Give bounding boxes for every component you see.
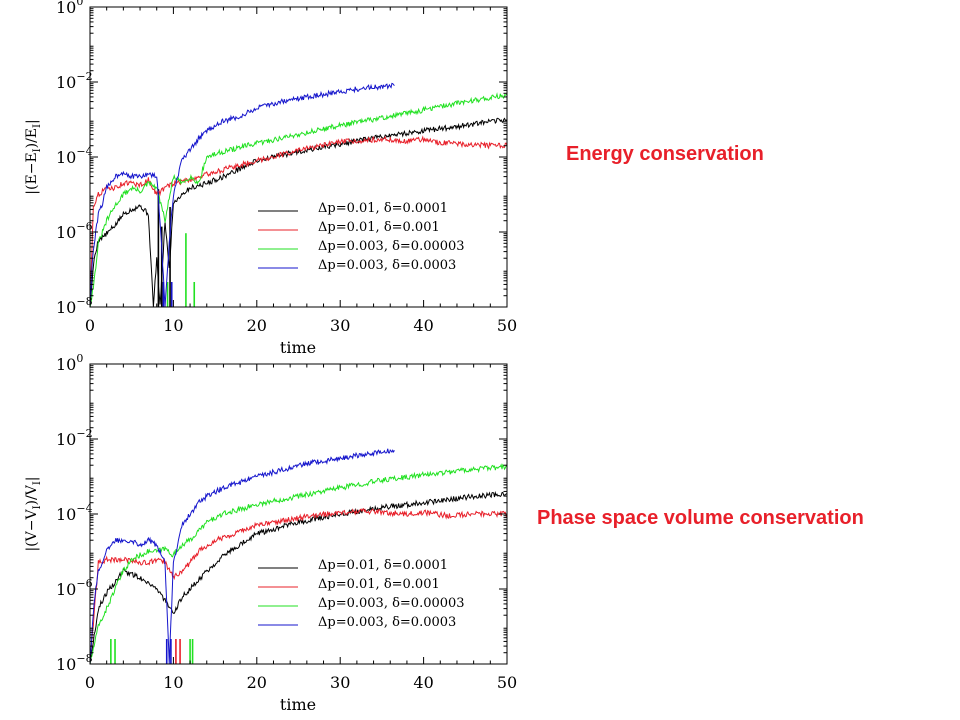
series-line-3 bbox=[90, 463, 507, 664]
y-tick-exponent: 0 bbox=[76, 0, 83, 8]
y-tick-label: 100 bbox=[56, 0, 83, 17]
series-line-2 bbox=[90, 508, 507, 664]
legend-label-4: Δp=0.003, δ=0.0003 bbox=[318, 615, 456, 630]
energy-caption: Energy conservation bbox=[566, 143, 764, 165]
y-tick-label: 10−2 bbox=[56, 70, 93, 92]
y-tick-label: 10−6 bbox=[56, 220, 93, 242]
y-tick-exponent: −8 bbox=[76, 295, 92, 308]
volume-chart: 0 10 20 30 40 50 100 10−2 10−4 10−6 10−8 time |(V−VI… bbox=[24, 352, 517, 714]
x-tick-label: 40 bbox=[413, 673, 433, 692]
y-tick-exponent: 0 bbox=[76, 352, 83, 365]
series-line-3 bbox=[90, 92, 507, 307]
y-tick-exponent: −8 bbox=[76, 652, 92, 665]
x-axis-label: time bbox=[280, 695, 316, 714]
legend-label-4: Δp=0.003, δ=0.0003 bbox=[318, 258, 456, 273]
series-line-4 bbox=[90, 448, 395, 664]
series-line-1 bbox=[90, 117, 507, 307]
y-tick-exponent: −4 bbox=[76, 502, 92, 515]
energy-chart: 0 10 20 30 40 50 100 10−2 10−4 10−6 10−8 time |(E−EI… bbox=[24, 0, 517, 357]
x-tick-label: 10 bbox=[163, 316, 183, 335]
y-axis-label: |(E−EI)/EI| bbox=[24, 119, 43, 194]
x-tick-label: 0 bbox=[85, 673, 95, 692]
legend-label-1: Δp=0.01, δ=0.0001 bbox=[318, 558, 448, 573]
y-tick-label: 10−8 bbox=[56, 295, 93, 317]
legend-label-3: Δp=0.003, δ=0.00003 bbox=[318, 596, 465, 611]
x-tick-label: 50 bbox=[497, 316, 517, 335]
y-tick-label: 10−8 bbox=[56, 652, 93, 674]
y-tick-label: 10−6 bbox=[56, 577, 93, 599]
y-tick-exponent: −6 bbox=[76, 220, 92, 233]
x-tick-label: 20 bbox=[247, 673, 267, 692]
y-tick-exponent: −2 bbox=[76, 70, 92, 83]
plot-area bbox=[90, 448, 507, 664]
x-tick-label: 30 bbox=[330, 316, 350, 335]
x-tick-label: 10 bbox=[163, 673, 183, 692]
y-tick-label: 100 bbox=[56, 352, 83, 374]
y-tick-label: 10−4 bbox=[56, 502, 93, 524]
legend-label-2: Δp=0.01, δ=0.001 bbox=[318, 220, 440, 235]
legend-label-3: Δp=0.003, δ=0.00003 bbox=[318, 239, 465, 254]
y-axis-label: |(V−VI)/VI| bbox=[24, 476, 43, 551]
y-tick-label: 10−4 bbox=[56, 145, 93, 167]
x-tick-label: 50 bbox=[497, 673, 517, 692]
series-line-4 bbox=[90, 82, 395, 307]
x-axis-label: time bbox=[280, 338, 316, 357]
y-tick-exponent: −6 bbox=[76, 577, 92, 590]
series-line-1 bbox=[90, 490, 507, 664]
x-tick-label: 0 bbox=[85, 316, 95, 335]
x-tick-label: 30 bbox=[330, 673, 350, 692]
x-tick-label: 40 bbox=[413, 316, 433, 335]
y-tick-exponent: −4 bbox=[76, 145, 92, 158]
plot-area bbox=[90, 82, 507, 307]
volume-caption: Phase space volume conservation bbox=[537, 507, 864, 529]
legend-label-1: Δp=0.01, δ=0.0001 bbox=[318, 201, 448, 216]
y-tick-exponent: −2 bbox=[76, 427, 92, 440]
series-line-2 bbox=[90, 135, 507, 307]
legend-label-2: Δp=0.01, δ=0.001 bbox=[318, 577, 440, 592]
y-tick-label: 10−2 bbox=[56, 427, 93, 449]
x-tick-label: 20 bbox=[247, 316, 267, 335]
